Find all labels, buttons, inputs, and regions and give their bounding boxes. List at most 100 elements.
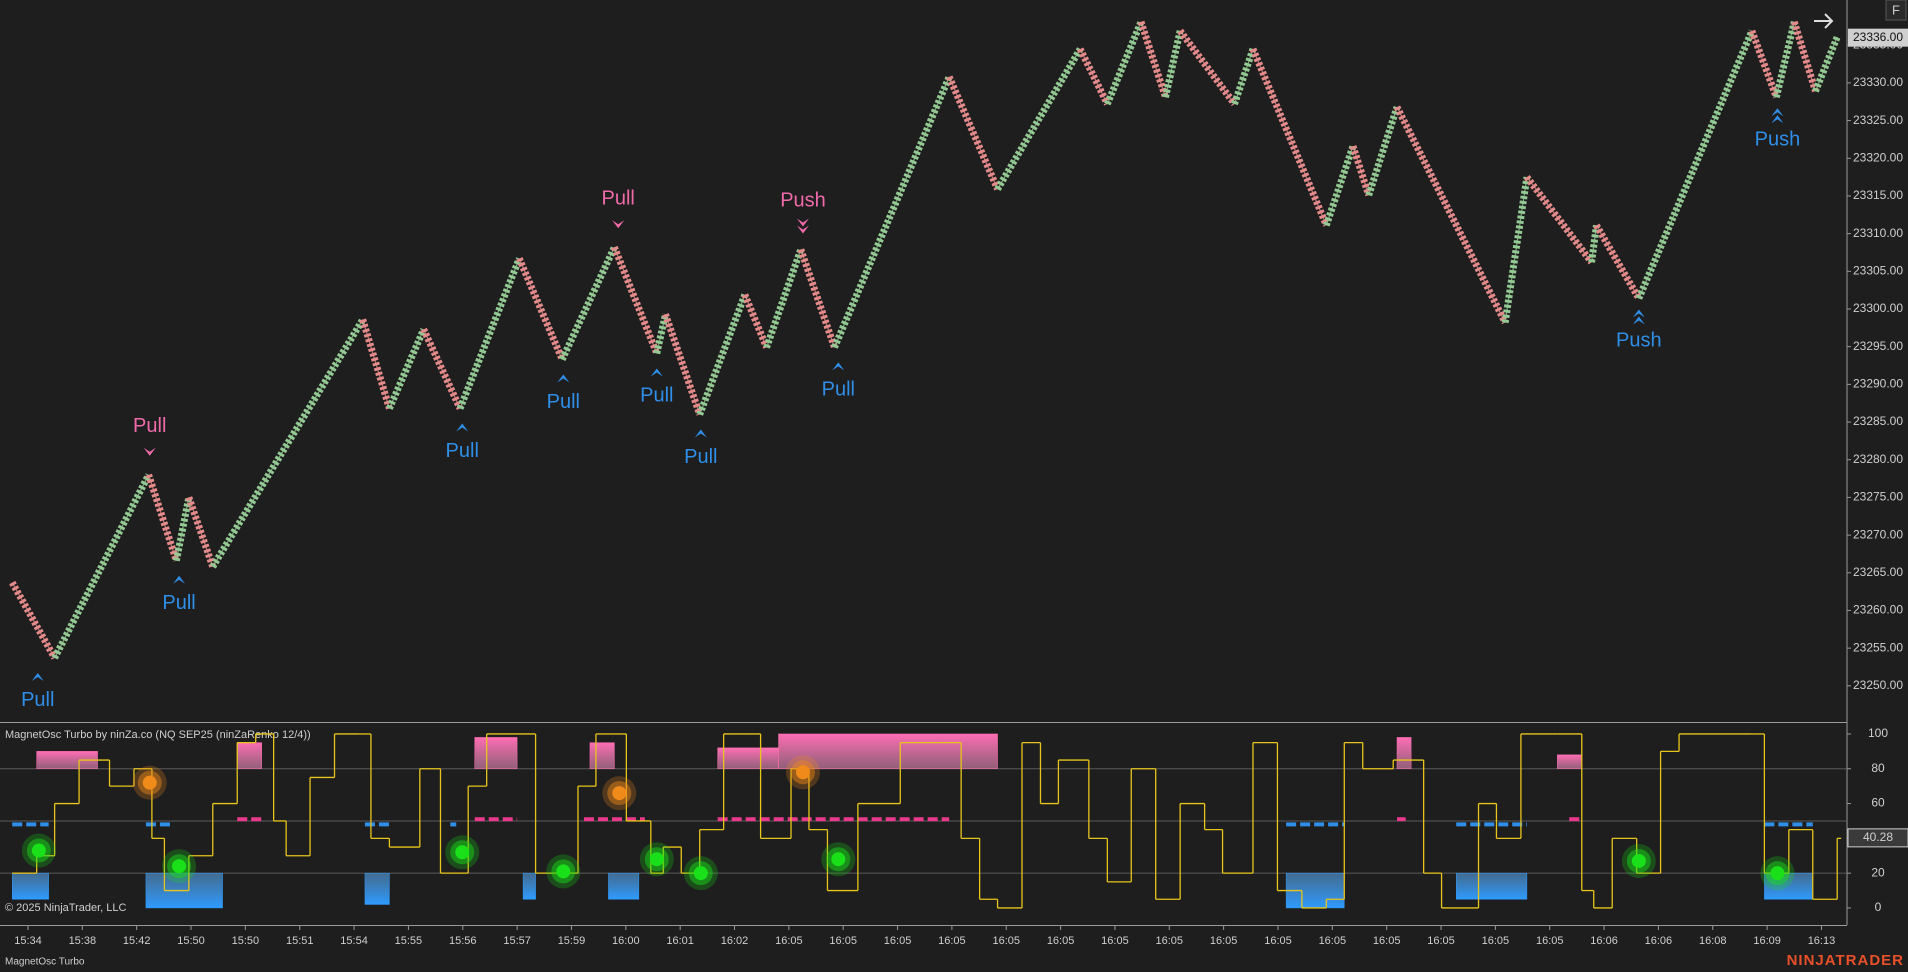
scroll-arrow[interactable] [1814,13,1834,29]
renko-wick [388,329,425,409]
signal-dot [649,852,664,867]
x-tick-label: 16:05 [1482,935,1510,947]
upper-zone [236,742,262,770]
signal-arrow [796,218,809,234]
x-tick-label: 16:06 [1590,935,1618,947]
renko-wick [1590,225,1598,263]
lower-zone [11,872,49,900]
renko-wick [11,582,56,659]
signal-arrow [143,447,156,456]
renko-wick [518,258,563,360]
x-tick-label: 15:56 [449,935,477,947]
f-button-label[interactable]: F [1892,2,1900,17]
signal-label: Pull [547,391,580,413]
x-tick-label: 16:05 [775,935,803,947]
signal-arrow [832,362,845,371]
renko-wick [997,48,1081,190]
x-tick-label: 15:54 [340,935,368,947]
renko-wick [1793,21,1817,92]
x-tick-label: 16:05 [1047,935,1075,947]
indicator-title: MagnetOsc Turbo by ninZa.co (NQ SEP25 (n… [5,729,311,741]
signal-arrow [173,575,186,584]
renko-wick [948,76,999,190]
signal-dot [693,866,708,881]
renko-wick [561,246,615,360]
renko-wick [1396,106,1506,323]
x-tick-label: 16:00 [612,935,640,947]
lower-zone [522,872,536,900]
signal-dot [142,775,157,790]
y-tick-label: 23290.00 [1853,377,1903,391]
x-tick-label: 15:50 [232,935,260,947]
y-tick-label: 23330.00 [1853,75,1903,89]
x-tick-label: 15:38 [69,935,97,947]
x-tick-label: 15:57 [503,935,531,947]
signal-label: Pull [640,385,673,407]
current-value-label: 40.28 [1863,830,1893,844]
x-tick-label: 16:05 [1373,935,1401,947]
x-tick-label: 16:01 [666,935,694,947]
signal-dot [556,864,571,879]
x-tick-label: 16:05 [992,935,1020,947]
renko-wick [1751,30,1777,98]
indicator-tab[interactable]: MagnetOsc Turbo [5,957,85,968]
lower-zone [608,872,640,900]
x-tick-label: 16:13 [1808,935,1836,947]
renko-wick [1814,36,1838,92]
signal-label: Pull [822,379,855,401]
x-tick-label: 16:05 [884,935,912,947]
signal-arrow [1632,309,1645,325]
x-tick-label: 16:05 [938,935,966,947]
upper-zone [1396,737,1412,770]
x-tick-label: 16:02 [721,935,749,947]
renko-wick [1233,48,1254,105]
renko-wick [1368,106,1398,196]
y-tick-label: 60 [1871,796,1885,810]
signal-dot [831,852,846,867]
signal-dot [455,845,470,860]
signal-label: Pull [162,592,195,614]
renko-wick [613,246,658,354]
signal-arrow [694,429,707,438]
signal-label: Pull [446,440,479,462]
lower-zone [145,872,223,909]
x-tick-label: 15:51 [286,935,314,947]
signal-arrow [650,368,663,377]
copyright: © 2025 NinjaTrader, LLC [5,902,126,914]
x-tick-label: 16:08 [1699,935,1727,947]
x-tick-label: 16:06 [1645,935,1673,947]
x-tick-label: 16:05 [829,935,857,947]
lower-zone [1455,872,1528,900]
y-tick-label: 23280.00 [1853,452,1903,466]
x-tick-label: 16:09 [1753,935,1781,947]
f-button[interactable] [1885,0,1907,21]
renko-wick [699,294,746,415]
x-tick-label: 16:05 [1101,935,1129,947]
signal-dot [1631,853,1646,868]
signal-dot [795,765,810,780]
upper-zone [1557,754,1583,770]
upper-zone [589,742,615,770]
renko-wick [362,319,390,409]
y-tick-label: 23260.00 [1853,603,1903,617]
renko-wick [459,258,520,409]
y-tick-label: 80 [1871,761,1885,775]
x-tick-label: 16:05 [1210,935,1238,947]
renko-wick [1140,21,1167,98]
y-tick-label: 23300.00 [1853,301,1903,315]
renko-wick [1106,21,1142,105]
renko-wick [1352,146,1370,196]
x-tick-label: 15:34 [14,935,42,947]
renko-wick [1164,30,1181,98]
x-tick-label: 15:59 [558,935,586,947]
renko-wick [1638,30,1753,299]
upper-zone [474,737,518,770]
renko-wick [833,76,950,348]
renko-wick [1504,177,1528,323]
signal-label: Pull [602,187,635,209]
y-tick-label: 23325.00 [1853,113,1903,127]
renko-wick [148,474,177,561]
y-tick-label: 23310.00 [1853,226,1903,240]
